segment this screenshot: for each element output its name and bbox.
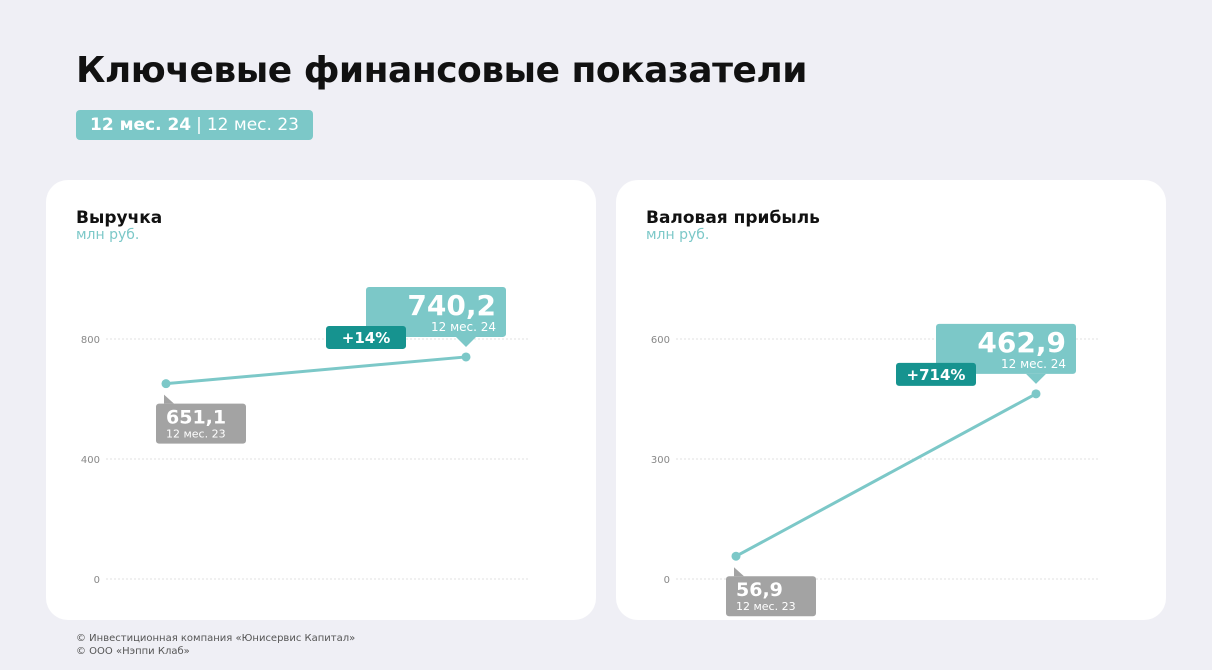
change-badge	[326, 325, 406, 349]
data-point	[731, 551, 741, 561]
callout-current	[936, 323, 1076, 374]
data-label-period: 12 мес. 23	[166, 428, 226, 441]
period-separator: |	[196, 115, 202, 135]
series-line	[164, 355, 468, 386]
callout-pointer	[1026, 373, 1046, 384]
data-label: 651,1	[166, 407, 226, 429]
revenue-chart: 0 400 800 651,112 мес. 23 740,212 мес. 24 +14…	[81, 286, 528, 586]
period-previous: 12 мес. 23	[206, 115, 299, 135]
footer-line: © ООО «Нэппи Клаб»	[76, 646, 190, 657]
change-label: +14%	[342, 329, 390, 347]
footer-line: © Инвестиционная компания «Юнисервис Кап…	[76, 633, 356, 644]
data-label-period: 12 мес. 23	[736, 600, 796, 613]
y-tick-label: 800	[81, 335, 100, 346]
callout-previous	[726, 576, 816, 617]
chart-unit: млн руб.	[646, 227, 710, 243]
revenue-card: Выручка млн руб. 0 400 800 651,1 12 мес. 23 7…	[46, 180, 596, 620]
chart-unit: млн руб.	[76, 227, 140, 243]
data-label: 56,9	[736, 579, 783, 601]
change-label: +714%	[907, 366, 966, 384]
callout-previous	[156, 403, 246, 444]
callout-pointer	[164, 394, 174, 404]
data-label-period: 12 мес. 24	[431, 320, 496, 334]
data-label: 740,2	[407, 289, 496, 322]
data-point	[1031, 389, 1041, 399]
chart-title: Выручка	[76, 208, 163, 228]
y-tick-label: 0	[664, 575, 670, 586]
y-tick-label: 400	[81, 455, 100, 466]
callout-pointer	[734, 567, 744, 577]
footer: © Инвестиционная компания «Юнисервис Кап…	[76, 632, 355, 658]
data-label-period: 12 мес. 24	[1001, 357, 1066, 371]
y-tick-label: 600	[651, 335, 670, 346]
callout-current	[366, 286, 506, 337]
y-tick-label: 0	[94, 575, 100, 586]
change-badge	[896, 362, 976, 386]
gross-profit-chart: 0 300 600 56,912 мес. 23 462,912 мес. 24 +714…	[651, 323, 1098, 617]
data-label: 462,9	[977, 326, 1066, 359]
y-tick-label: 300	[651, 455, 670, 466]
callout-pointer	[456, 336, 476, 347]
chart-title: Валовая прибыль	[646, 208, 820, 228]
period-current: 12 мес. 24	[90, 115, 192, 135]
period-badge: 12 мес. 24 | 12 мес. 23	[76, 110, 313, 140]
page-title: Ключевые финансовые показатели	[76, 50, 807, 91]
gross-profit-card: Валовая прибыль млн руб. 0 300 600 56,9 12 м…	[616, 180, 1166, 620]
series-line	[734, 392, 1038, 558]
data-point	[161, 379, 171, 389]
data-point	[461, 352, 471, 362]
